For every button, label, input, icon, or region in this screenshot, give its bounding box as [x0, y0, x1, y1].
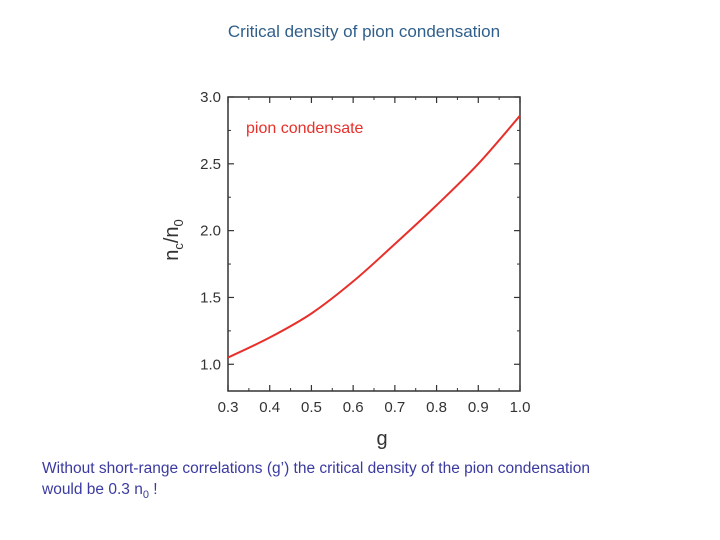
y-tick-labels: 1.0 1.5 2.0 2.5 3.0	[200, 89, 221, 373]
y-tick-label: 1.0	[200, 356, 221, 373]
caption-line-2-prefix: would be 0.3 n	[42, 481, 143, 498]
x-tick-label: 0.8	[426, 399, 447, 416]
x-tick-label: 0.9	[468, 399, 489, 416]
tick-marks	[227, 96, 521, 391]
page-title: Critical density of pion condensation	[227, 22, 501, 41]
y-axis-label-sub-0: 0	[171, 219, 186, 226]
y-tick-label: 2.0	[200, 223, 221, 240]
x-tick-label: 0.4	[259, 399, 280, 416]
y-axis-label: nc/n0	[161, 219, 186, 261]
x-tick-label: 0.6	[343, 399, 364, 416]
y-axis-label-slash: /n	[161, 226, 183, 243]
y-tick-label: 2.5	[200, 156, 221, 173]
x-tick-label: 0.5	[301, 399, 322, 416]
y-tick-label: 3.0	[200, 89, 221, 106]
x-tick-label: 0.7	[384, 399, 405, 416]
x-axis-label: g	[376, 428, 387, 450]
caption: Without short-range correlations (g’) th…	[42, 458, 702, 506]
y-axis-label-sub-c: c	[171, 243, 186, 250]
plot-frame	[227, 96, 521, 392]
caption-line-1: Without short-range correlations (g’) th…	[42, 460, 590, 477]
x-tick-label: 0.3	[218, 399, 239, 416]
series-line-pion-condensate	[227, 115, 521, 359]
caption-line-2-suffix: !	[148, 481, 158, 498]
x-tick-labels: 0.3 0.4 0.5 0.6 0.7 0.8 0.9 1.0	[218, 399, 531, 416]
x-tick-label: 1.0	[510, 399, 531, 416]
caption-line-2-sub: 0	[142, 489, 149, 502]
caption-line-2: would be 0.3 n0 !	[42, 479, 702, 506]
y-axis-label-main: n	[161, 250, 183, 261]
series-annotation: pion condensate	[246, 120, 364, 137]
y-tick-label: 1.5	[200, 289, 221, 306]
series-layer	[227, 115, 521, 359]
plot-border	[227, 96, 521, 392]
